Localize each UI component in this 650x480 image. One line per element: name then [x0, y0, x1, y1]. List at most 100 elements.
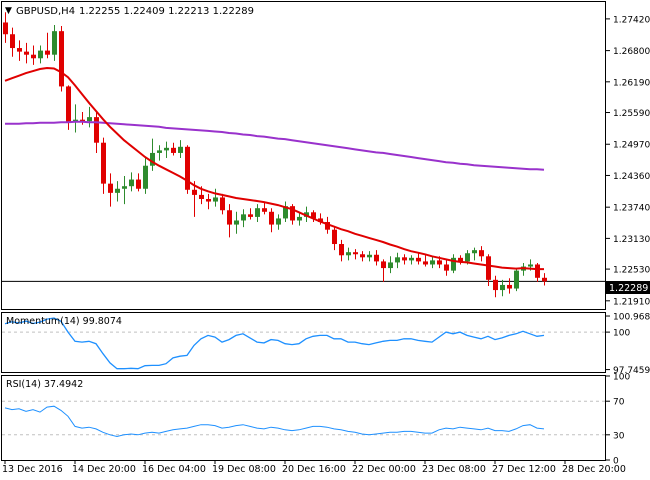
candle [493, 275, 498, 298]
candle [283, 201, 288, 223]
candle [157, 145, 162, 161]
candle-body [66, 86, 71, 123]
candle-body [283, 206, 288, 219]
candle-body [465, 253, 470, 262]
candle [402, 254, 407, 265]
candle [430, 256, 435, 269]
candle-body [535, 264, 540, 278]
symbol-dropdown-icon[interactable]: ▼ [5, 6, 12, 16]
candle [339, 239, 344, 262]
candle [185, 145, 190, 194]
candle [101, 137, 106, 194]
candle [521, 262, 526, 276]
symbol-label: GBPUSD,H4 [16, 6, 75, 17]
candle-body [367, 254, 372, 258]
candle-body [10, 34, 15, 49]
candle [262, 201, 267, 215]
price-axis-tick-label: 1.21910 [613, 297, 650, 307]
candle-body [472, 250, 477, 254]
candle-body [31, 54, 36, 59]
candle [507, 278, 512, 294]
candle-body [325, 222, 330, 230]
candle-body [353, 252, 358, 255]
candle-body [59, 31, 64, 87]
pane-frames [1, 1, 606, 461]
candle [38, 45, 43, 64]
candle-body [178, 146, 183, 153]
candle-body [332, 229, 337, 245]
candle [423, 255, 428, 267]
time-axis-tick-label: 28 Dec 20:00 [562, 464, 626, 475]
rsi-axis-tick-label: 30 [613, 431, 625, 441]
time-axis-tick-label: 22 Dec 00:00 [352, 464, 416, 475]
candle [269, 208, 274, 233]
candle [542, 273, 547, 286]
candle-body [3, 22, 8, 35]
candle-body [311, 212, 316, 219]
candle [535, 262, 540, 282]
time-axis-tick-label: 19 Dec 08:00 [212, 464, 276, 475]
candle [486, 254, 491, 286]
candle-body [318, 218, 323, 223]
candle [360, 251, 365, 262]
candle [353, 249, 358, 260]
candle-body [87, 117, 92, 122]
candle-body [458, 257, 463, 262]
price-axis-tick-label: 1.26800 [613, 47, 650, 57]
candle-body [416, 257, 421, 262]
candle [381, 259, 386, 282]
candle-body [297, 216, 302, 221]
candle [276, 214, 281, 230]
candle-body [122, 186, 127, 189]
candle [87, 106, 92, 128]
candle [94, 112, 99, 153]
candle-body [248, 214, 253, 217]
candle-body [185, 146, 190, 190]
candle-body [339, 244, 344, 256]
candle-body [17, 48, 22, 52]
price-axis-tick-label: 1.22530 [613, 266, 650, 276]
candle-body [437, 260, 442, 265]
current-price-box [606, 281, 650, 294]
candle [80, 112, 85, 125]
time-axis-tick-label: 27 Dec 12:00 [492, 464, 556, 475]
momentum-label: Momentum(14) 99.8074 [6, 316, 122, 327]
candle [52, 25, 57, 61]
rsi-axis-tick-label: 70 [613, 398, 625, 408]
momentum-axis-tick-label: 100 [613, 329, 630, 339]
candle-body [444, 264, 449, 271]
candle [171, 142, 176, 156]
candle-body [542, 277, 547, 282]
candle-body [269, 211, 274, 225]
candle-body [500, 284, 505, 291]
rsi-line [4, 405, 545, 438]
candle [17, 40, 22, 61]
candle-body [507, 284, 512, 289]
candle [395, 252, 400, 269]
candle [164, 141, 169, 159]
candle-body [213, 197, 218, 202]
candle [227, 204, 232, 238]
current-price-label: 1.22289 [609, 283, 648, 294]
candle-body [528, 264, 533, 267]
candle [255, 204, 260, 223]
candle [458, 255, 463, 265]
time-axis-tick-label: 16 Dec 04:00 [142, 464, 206, 475]
candle-body [136, 179, 141, 189]
oscillators [4, 317, 545, 438]
candle-body [220, 197, 225, 211]
candle [311, 210, 316, 223]
candle-body [388, 262, 393, 269]
candle-body [115, 188, 120, 193]
candle-body [255, 208, 260, 217]
price-axis-tick-label: 1.24970 [613, 141, 650, 151]
candle-body [227, 210, 232, 225]
candle-body [493, 279, 498, 291]
axes: 1.27420 1.26800 1.26190 1.25590 1.24970 1.243… [2, 15, 650, 475]
time-axis-tick-label: 20 Dec 16:00 [282, 464, 346, 475]
indicator-levels [2, 280, 606, 436]
candle-body [486, 256, 491, 280]
candle-body [290, 206, 295, 221]
price-axis-tick-label: 1.23130 [613, 235, 650, 245]
